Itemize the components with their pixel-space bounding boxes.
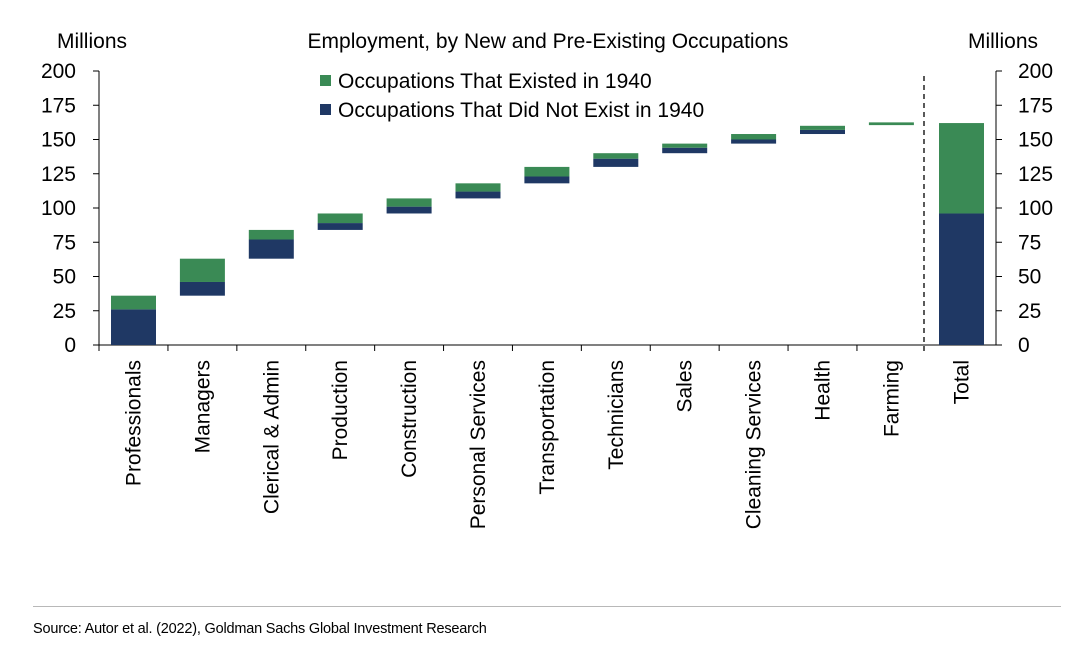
bar-existed [868,122,914,126]
bar-existed [455,183,501,192]
left-y-tick-label: 125 [41,163,76,186]
bar-existed [179,258,225,282]
legend-label-existed: Occupations That Existed in 1940 [338,70,652,93]
bar-existed [662,143,708,148]
left-y-tick-label: 175 [41,94,76,117]
left-y-tick-label: 75 [53,231,76,254]
bar-existed [111,295,156,310]
x-category-label: Sales [674,360,697,413]
bar-did-not-exist [455,191,501,199]
right-y-tick-label: 150 [1018,129,1053,152]
x-category-label: Total [951,360,974,404]
x-category-label: Farming [880,360,903,437]
x-category-label: Professionals [123,360,146,486]
bar-existed [317,213,363,224]
x-category-label: Technicians [605,360,628,470]
x-category-label: Health [812,360,835,421]
bar-did-not-exist [939,213,984,345]
legend-label-did-not-exist: Occupations That Did Not Exist in 1940 [338,99,704,122]
right-y-tick-label: 100 [1018,197,1053,220]
legend-item-existed: Occupations That Existed in 1940 [320,70,652,93]
right-y-tick-label: 175 [1018,94,1053,117]
bar-did-not-exist [662,147,708,154]
left-y-tick-label: 50 [53,266,76,289]
right-axis-unit-label: Millions [968,30,1038,53]
x-category-label: Cleaning Services [743,360,766,529]
left-y-tick-label: 150 [41,129,76,152]
bar-existed [939,123,984,214]
bar-existed [524,166,570,177]
chart-title: Employment, by New and Pre-Existing Occu… [308,30,789,53]
left-y-tick-label: 25 [53,300,76,323]
bar-existed [731,134,777,140]
right-y-tick-label: 50 [1018,266,1041,289]
footer-divider [33,606,1061,607]
bars [111,122,984,345]
bar-did-not-exist [386,206,432,214]
waterfall-chart: Employment, by New and Pre-Existing Occu… [41,30,1053,529]
left-y-tick-label: 100 [41,197,76,220]
bar-did-not-exist [317,223,363,230]
legend: Occupations That Existed in 1940 Occupat… [320,70,704,122]
left-y-tick-label: 0 [64,334,76,357]
bar-existed [248,229,294,240]
bar-did-not-exist [524,176,570,184]
bar-did-not-exist [731,139,777,144]
source-note: Source: Autor et al. (2022), Goldman Sac… [33,621,487,637]
axes: 0 0 25 25 50 50 75 75 100 100 125 125 150 150 175 175 20… [41,60,1053,357]
bar-existed [800,125,845,130]
x-category-label: Production [329,360,352,460]
bar-existed [593,153,639,159]
x-category-label: Clerical & Admin [260,360,283,514]
x-category-label: Transportation [536,360,559,495]
right-y-tick-label: 125 [1018,163,1053,186]
left-axis-unit-label: Millions [57,30,127,53]
bar-did-not-exist [593,158,639,167]
bar-did-not-exist [179,281,225,296]
legend-item-did-not-exist: Occupations That Did Not Exist in 1940 [320,99,704,122]
bar-did-not-exist [800,129,845,135]
legend-swatch-existed [320,75,331,86]
x-category-label: Managers [191,360,214,453]
right-y-tick-label: 0 [1018,334,1030,357]
bar-did-not-exist [111,309,156,345]
x-category-label: Construction [398,360,421,478]
x-category-label: Personal Services [467,360,490,529]
bar-existed [386,198,432,207]
bar-did-not-exist [248,239,294,259]
legend-swatch-did-not-exist [320,104,331,115]
x-axis-labels: Professionals Managers Clerical & Admin Pro… [123,360,974,529]
right-y-tick-label: 75 [1018,231,1041,254]
right-y-tick-label: 25 [1018,300,1041,323]
left-y-tick-label: 200 [41,60,76,83]
right-y-tick-label: 200 [1018,60,1053,83]
